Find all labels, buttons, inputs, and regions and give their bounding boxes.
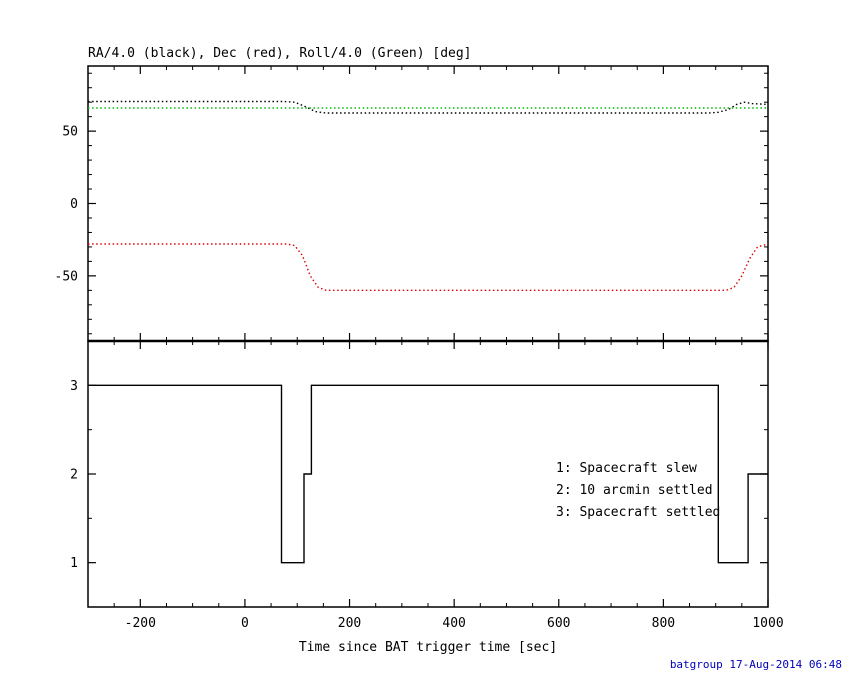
x-tick-label: 0 bbox=[241, 616, 249, 631]
x-tick-label: 800 bbox=[652, 616, 675, 631]
y-tick-label: 1 bbox=[70, 556, 78, 571]
x-tick-label: 600 bbox=[547, 616, 570, 631]
x-tick-label: 200 bbox=[338, 616, 361, 631]
y-tick-label: 2 bbox=[70, 468, 78, 483]
y-tick-label: 0 bbox=[70, 197, 78, 212]
x-axis-title: Time since BAT trigger time [sec] bbox=[298, 640, 558, 655]
y-tick-label: 50 bbox=[62, 125, 78, 140]
series-ra-4-0-black bbox=[88, 100, 769, 114]
x-tick-label: 1000 bbox=[752, 616, 783, 631]
series-dec-red bbox=[88, 243, 769, 291]
y-tick-label: -50 bbox=[55, 269, 78, 284]
x-tick-label: -200 bbox=[125, 616, 156, 631]
footer-credit: batgroup 17-Aug-2014 06:48 bbox=[669, 658, 842, 671]
x-tick-label: 400 bbox=[442, 616, 465, 631]
legend-line-10arcmin: 2: 10 arcmin settled bbox=[556, 483, 713, 498]
legend-line-slew: 1: Spacecraft slew bbox=[556, 461, 697, 476]
chart-title: RA/4.0 (black), Dec (red), Roll/4.0 (Gre… bbox=[88, 46, 472, 61]
series-settling-state bbox=[88, 384, 768, 564]
legend-line-settled: 3: Spacecraft settled bbox=[556, 505, 721, 520]
panel-frame bbox=[87, 65, 769, 342]
y-tick-label: 3 bbox=[70, 379, 78, 394]
